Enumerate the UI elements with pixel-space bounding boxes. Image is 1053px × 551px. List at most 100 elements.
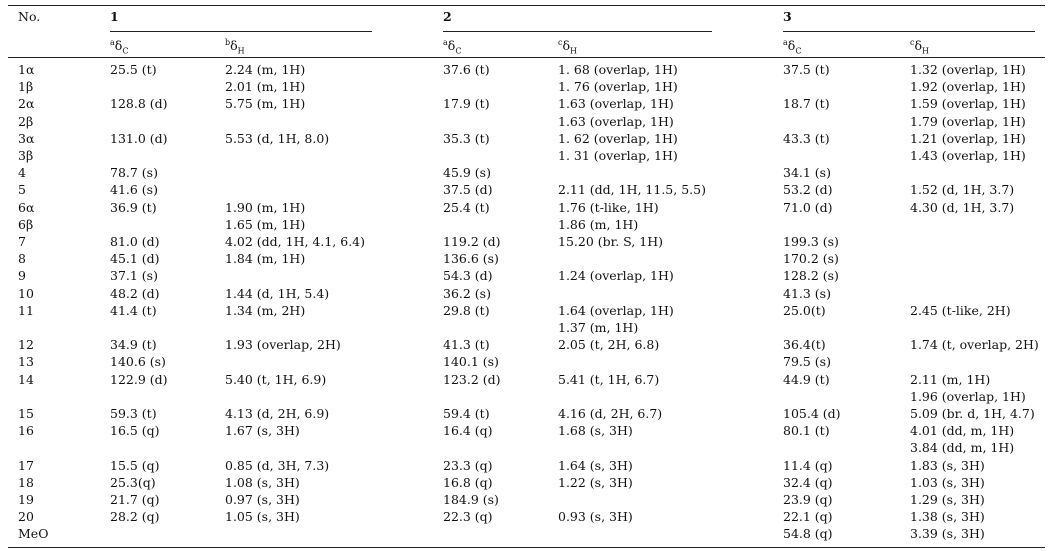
cell: 1.43 (overlap, 1H) <box>910 148 1026 163</box>
cell: 25.3(q) <box>110 474 156 490</box>
cell: 4.30 (d, 1H, 3.7) <box>910 199 1015 215</box>
row-label: 5 <box>18 182 26 198</box>
row-label: 7 <box>18 234 26 249</box>
cell: 17.9 (t) <box>443 96 490 112</box>
cell: 1.76 (t-like, 1H) <box>558 199 659 215</box>
cell: 53.2 (d) <box>783 182 833 198</box>
cell: 4.02 (dd, 1H, 4.1, 6.4) <box>225 234 366 249</box>
cell: 34.1 (s) <box>783 165 831 181</box>
cell: 78.7 (s) <box>110 165 158 181</box>
cell: 25.0(t) <box>783 302 826 318</box>
cell: 36.4(t) <box>783 337 826 353</box>
cell: 1.24 (overlap, 1H) <box>558 268 674 284</box>
cell: 1.44 (d, 1H, 5.4) <box>225 285 330 301</box>
subscript: H <box>570 46 577 56</box>
row-label: 10 <box>18 285 34 301</box>
symbol: δ <box>914 38 923 54</box>
cell: 1.65 (m, 1H) <box>225 216 306 232</box>
cell: 1. 62 (overlap, 1H) <box>558 130 678 146</box>
row-label: 12 <box>18 337 34 353</box>
cell: 1.96 (overlap, 1H) <box>910 388 1026 404</box>
superscript: a <box>783 38 788 47</box>
cell: 1.59 (overlap, 1H) <box>910 96 1026 112</box>
row-label: 19 <box>18 492 34 507</box>
cell: 4.01 (dd, m, 1H) <box>910 423 1015 439</box>
cell: 22.3 (q) <box>443 509 493 525</box>
cell: 199.3 (s) <box>783 234 839 249</box>
cell: 71.0 (d) <box>783 199 833 215</box>
cell: 1.64 (s, 3H) <box>558 457 633 473</box>
cell: 16.4 (q) <box>443 423 493 439</box>
row-label: 1α <box>18 62 35 77</box>
cell: 2.45 (t-like, 2H) <box>910 302 1011 318</box>
row-label: 6β <box>18 216 34 232</box>
row-label: 11 <box>18 302 34 318</box>
superscript: c <box>910 38 915 47</box>
cell: 41.4 (t) <box>110 302 157 318</box>
row-label: 6α <box>18 199 35 215</box>
row-label: MeO <box>18 526 49 542</box>
symbol: δ <box>562 38 571 54</box>
row-label: 2β <box>18 113 34 129</box>
row-label: 18 <box>18 474 34 490</box>
row-label: 20 <box>18 509 34 525</box>
superscript: a <box>443 38 448 47</box>
cell: 48.2 (d) <box>110 285 160 301</box>
row-label: 3β <box>18 148 34 163</box>
cell: 4.13 (d, 2H, 6.9) <box>225 406 330 421</box>
row-label: 16 <box>18 423 34 439</box>
sub-header: bδH <box>225 36 245 59</box>
symbol: δ <box>114 38 123 54</box>
cell: 1.63 (overlap, 1H) <box>558 96 674 112</box>
cell: 37.1 (s) <box>110 268 158 284</box>
group-rule <box>443 31 712 32</box>
cell: 22.1 (q) <box>783 509 833 525</box>
cell: 37.6 (t) <box>443 62 490 77</box>
symbol: δ <box>787 38 796 54</box>
cell: 2.05 (t, 2H, 6.8) <box>558 337 660 353</box>
cell: 59.4 (t) <box>443 406 490 421</box>
cell: 1.37 (m, 1H) <box>558 320 639 335</box>
subscript: C <box>455 46 462 56</box>
subscript: C <box>795 46 802 56</box>
cell: 1. 68 (overlap, 1H) <box>558 62 678 77</box>
cell: 37.5 (t) <box>783 62 830 77</box>
cell: 122.9 (d) <box>110 371 168 387</box>
group-rule <box>110 31 372 32</box>
cell: 1.79 (overlap, 1H) <box>910 113 1026 129</box>
row-label: 15 <box>18 406 34 421</box>
cell: 123.2 (d) <box>443 371 501 387</box>
symbol: δ <box>447 38 456 54</box>
cell: 105.4 (d) <box>783 406 841 421</box>
cell: 1. 76 (overlap, 1H) <box>558 79 678 95</box>
cell: 2.11 (m, 1H) <box>910 371 991 387</box>
cell: 41.3 (s) <box>783 285 831 301</box>
cell: 140.1 (s) <box>443 354 499 370</box>
row-label: 3α <box>18 130 35 146</box>
cell: 34.9 (t) <box>110 337 157 353</box>
cell: 3.84 (dd, m, 1H) <box>910 440 1015 456</box>
superscript: b <box>225 38 231 47</box>
cell: 32.4 (q) <box>783 474 833 490</box>
cell: 23.3 (q) <box>443 457 493 473</box>
cell: 1.03 (s, 3H) <box>910 474 985 490</box>
cell: 1.67 (s, 3H) <box>225 423 300 439</box>
cell: 29.8 (t) <box>443 302 490 318</box>
cell: 45.1 (d) <box>110 251 160 267</box>
cell: 2.01 (m, 1H) <box>225 79 306 95</box>
cell: 41.6 (s) <box>110 182 158 198</box>
cell: 1.64 (overlap, 1H) <box>558 302 674 318</box>
cell: 1.32 (overlap, 1H) <box>910 62 1026 77</box>
cell: 4.16 (d, 2H, 6.7) <box>558 406 663 421</box>
cell: 1.22 (s, 3H) <box>558 474 633 490</box>
header-no: No. <box>18 9 41 24</box>
cell: 21.7 (q) <box>110 492 160 507</box>
cell: 119.2 (d) <box>443 234 501 249</box>
group-header: 3 <box>783 9 792 24</box>
cell: 0.97 (s, 3H) <box>225 492 300 507</box>
cell: 128.2 (s) <box>783 268 839 284</box>
row-label: 2α <box>18 96 35 112</box>
cell: 5.53 (d, 1H, 8.0) <box>225 130 330 146</box>
sub-header: aδC <box>443 36 461 59</box>
